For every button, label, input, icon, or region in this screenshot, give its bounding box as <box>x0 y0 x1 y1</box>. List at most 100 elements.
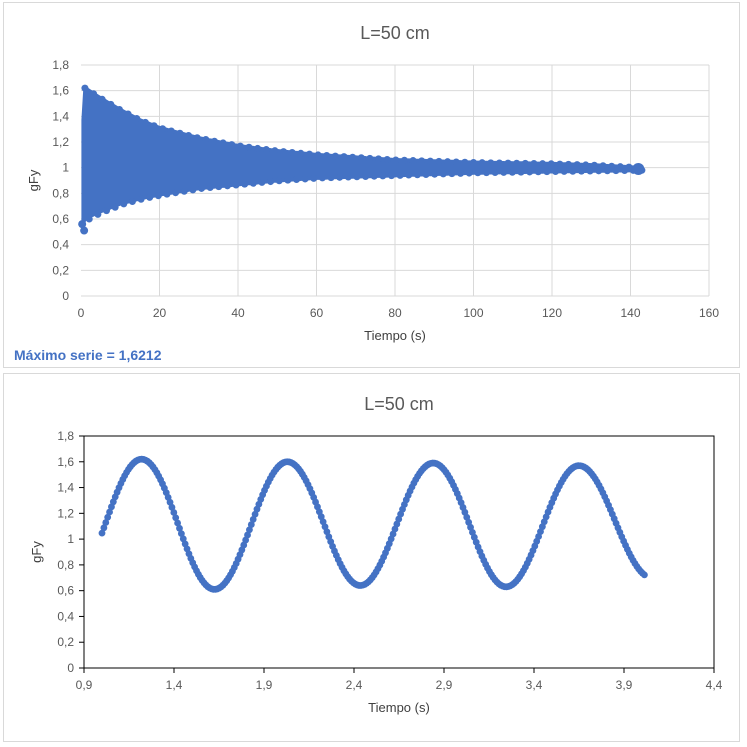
x-tick-label: 1,4 <box>166 678 183 692</box>
y-tick-label: 0 <box>67 661 74 675</box>
data-point <box>452 158 460 166</box>
data-point <box>128 198 136 206</box>
data-point <box>172 189 180 197</box>
data-point <box>418 157 426 165</box>
data-point <box>632 162 645 175</box>
x-tick-label: 2,9 <box>436 678 453 692</box>
data-point <box>599 162 607 170</box>
x-axis-title: Tiempo (s) <box>368 700 430 715</box>
data-point <box>470 159 477 167</box>
data-point <box>154 192 162 200</box>
data-point <box>280 148 288 156</box>
data-point <box>232 181 240 189</box>
y-axis-title: gFy <box>26 169 41 191</box>
y-tick-label: 1,6 <box>52 84 69 98</box>
data-point <box>236 142 244 150</box>
data-point <box>370 172 378 180</box>
chart-title: L=50 cm <box>360 23 430 43</box>
data-point <box>400 156 408 164</box>
data-point <box>590 161 598 169</box>
data-point <box>172 514 180 522</box>
data-point <box>120 200 128 208</box>
data-point <box>141 118 149 126</box>
y-tick-label: 1,8 <box>52 58 69 72</box>
x-tick-label: 80 <box>388 306 402 320</box>
data-point <box>383 155 391 163</box>
data-point <box>508 168 516 176</box>
y-tick-label: 1,8 <box>57 429 74 443</box>
data-point <box>193 134 201 142</box>
y-tick-label: 1,4 <box>57 481 74 495</box>
data-point <box>197 184 205 192</box>
data-point <box>292 176 300 184</box>
data-point <box>271 147 279 155</box>
data-point <box>104 513 112 521</box>
data-point <box>362 172 370 180</box>
data-point <box>569 167 577 175</box>
data-point <box>478 159 486 167</box>
x-tick-label: 20 <box>153 306 167 320</box>
data-point <box>98 95 106 103</box>
data-point <box>547 160 555 168</box>
data-point <box>556 160 564 168</box>
data-point <box>288 148 296 156</box>
data-point <box>530 160 538 168</box>
y-tick-label: 1,2 <box>57 506 74 520</box>
data-point <box>206 184 214 192</box>
x-axis-title: Tiempo (s) <box>364 328 426 343</box>
data-point <box>487 159 495 167</box>
data-point <box>177 530 185 537</box>
x-tick-label: 60 <box>310 306 324 320</box>
data-point <box>543 168 551 176</box>
data-point <box>179 535 187 543</box>
data-point <box>297 149 305 157</box>
data-point <box>457 169 465 177</box>
data-point <box>241 180 249 188</box>
data-point <box>98 529 106 537</box>
data-point <box>375 155 383 163</box>
x-tick-label: 160 <box>699 306 719 320</box>
y-tick-label: 1,2 <box>52 135 69 149</box>
data-point <box>258 178 266 186</box>
data-point <box>491 169 499 177</box>
data-point <box>431 170 439 178</box>
x-tick-label: 3,9 <box>616 678 633 692</box>
data-point <box>482 169 490 177</box>
data-point <box>284 176 292 184</box>
data-point <box>539 160 547 168</box>
data-point <box>189 186 197 194</box>
data-point <box>78 220 87 229</box>
y-tick-label: 1,6 <box>57 455 74 469</box>
data-point <box>595 167 603 175</box>
data-point <box>331 152 339 160</box>
data-point <box>167 127 175 135</box>
data-point <box>608 162 616 170</box>
data-point <box>301 175 309 183</box>
data-point <box>242 536 250 544</box>
data-point <box>176 129 184 137</box>
y-tick-label: 0,4 <box>57 609 74 623</box>
y-tick-label: 0,2 <box>52 263 69 277</box>
data-point <box>582 161 590 169</box>
x-tick-label: 0 <box>78 306 85 320</box>
x-tick-label: 140 <box>620 306 640 320</box>
data-point <box>318 174 326 182</box>
data-point <box>392 156 400 164</box>
y-tick-label: 1,4 <box>52 109 69 123</box>
data-point <box>246 526 253 534</box>
data-point <box>426 157 434 165</box>
data-point <box>176 524 183 532</box>
data-point <box>387 172 395 180</box>
x-tick-label: 100 <box>463 306 483 320</box>
data-point <box>244 531 251 539</box>
data-point <box>552 168 560 176</box>
data-point <box>465 169 473 177</box>
data-point <box>137 195 145 203</box>
data-point <box>396 171 404 179</box>
y-tick-label: 0,6 <box>52 212 69 226</box>
series-max-annotation: Máximo serie = 1,6212 <box>14 347 162 363</box>
data-point <box>202 136 210 144</box>
data-point <box>103 207 111 215</box>
data-point <box>344 173 352 181</box>
data-point <box>159 125 167 133</box>
